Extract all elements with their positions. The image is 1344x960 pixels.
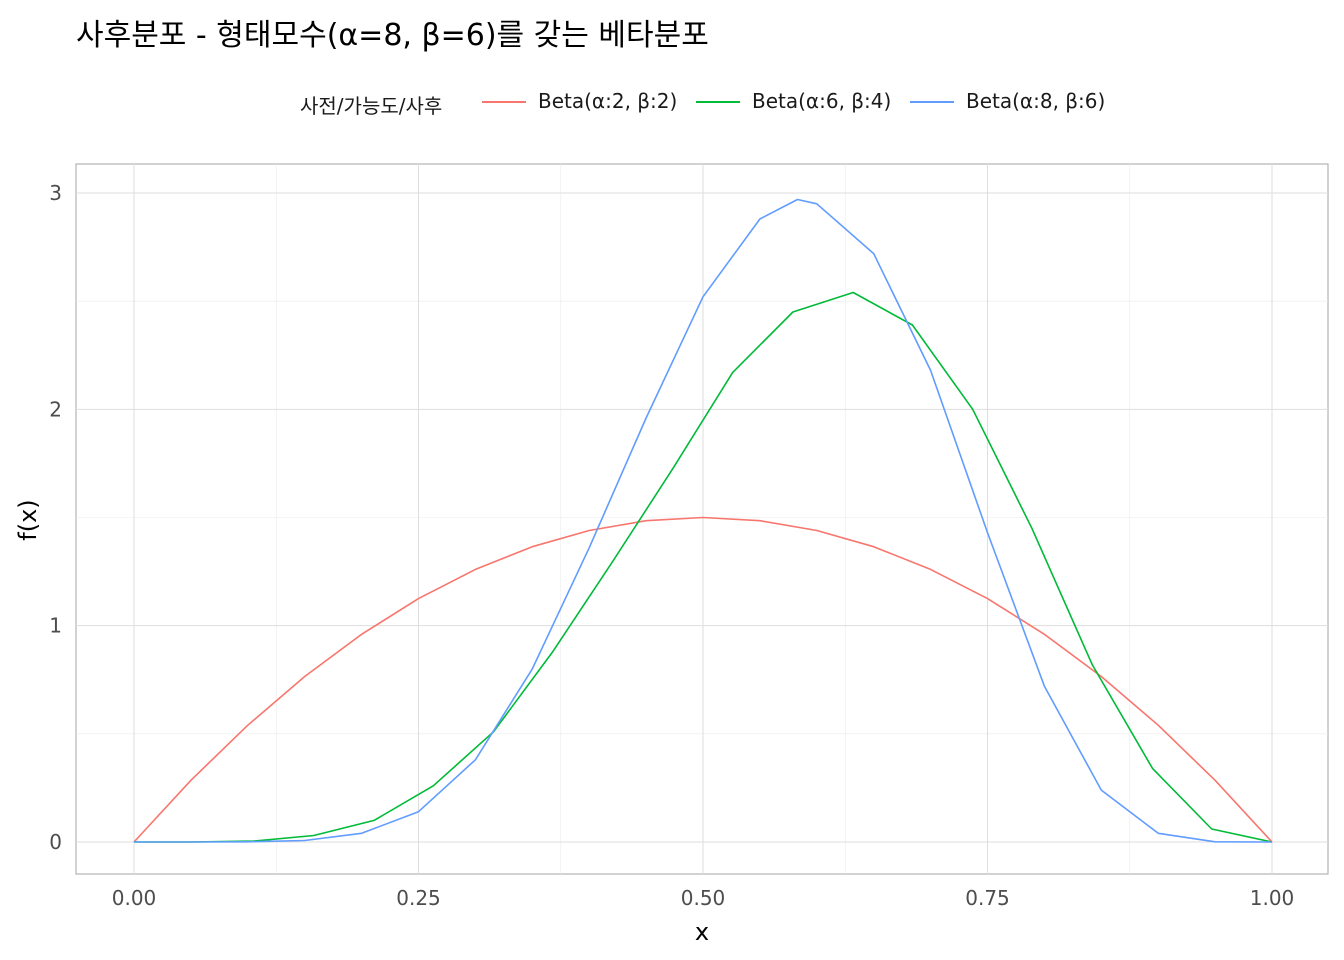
legend-label-beta-2-2: Beta(α:2, β:2) <box>538 89 678 113</box>
x-axis-title: x <box>695 918 709 946</box>
legend-label-beta-8-6: Beta(α:8, β:6) <box>966 89 1106 113</box>
x-tick-label: 0.00 <box>112 886 157 910</box>
x-tick-label: 0.75 <box>965 886 1010 910</box>
chart-title: 사후분포 - 형태모수(α=8, β=6)를 갖는 베타분포 <box>76 18 709 53</box>
legend-label-beta-6-4: Beta(α:6, β:4) <box>752 89 892 113</box>
x-tick-label: 0.25 <box>396 886 441 910</box>
x-tick-label: 1.00 <box>1250 886 1295 910</box>
legend-key-beta-6-4 <box>696 101 740 103</box>
legend: 사전/가능도/사후 Beta(α:2, β:2) Beta(α:6, β:4) … <box>0 84 1344 120</box>
y-tick-label: 3 <box>49 181 62 205</box>
series-line-0 <box>133 516 1273 843</box>
x-tick-labels: 0.00 0.25 0.50 0.75 1.00 <box>112 886 1295 910</box>
series-line-2 <box>134 198 1273 843</box>
x-tick-label: 0.50 <box>681 886 726 910</box>
grid-lines <box>76 164 1328 874</box>
y-tick-label: 0 <box>49 830 62 854</box>
y-tick-label: 1 <box>49 614 62 638</box>
y-tick-label: 2 <box>49 397 62 421</box>
series-lines <box>133 198 1273 843</box>
series-line-1 <box>134 291 1273 843</box>
panel-border <box>75 163 1329 875</box>
legend-title: 사전/가능도/사후 <box>300 94 443 118</box>
legend-key-beta-8-6 <box>910 101 954 103</box>
y-tick-labels: 0 1 2 3 <box>49 181 62 854</box>
legend-key-beta-2-2 <box>482 101 526 103</box>
y-axis-title: f(x) <box>14 499 42 540</box>
